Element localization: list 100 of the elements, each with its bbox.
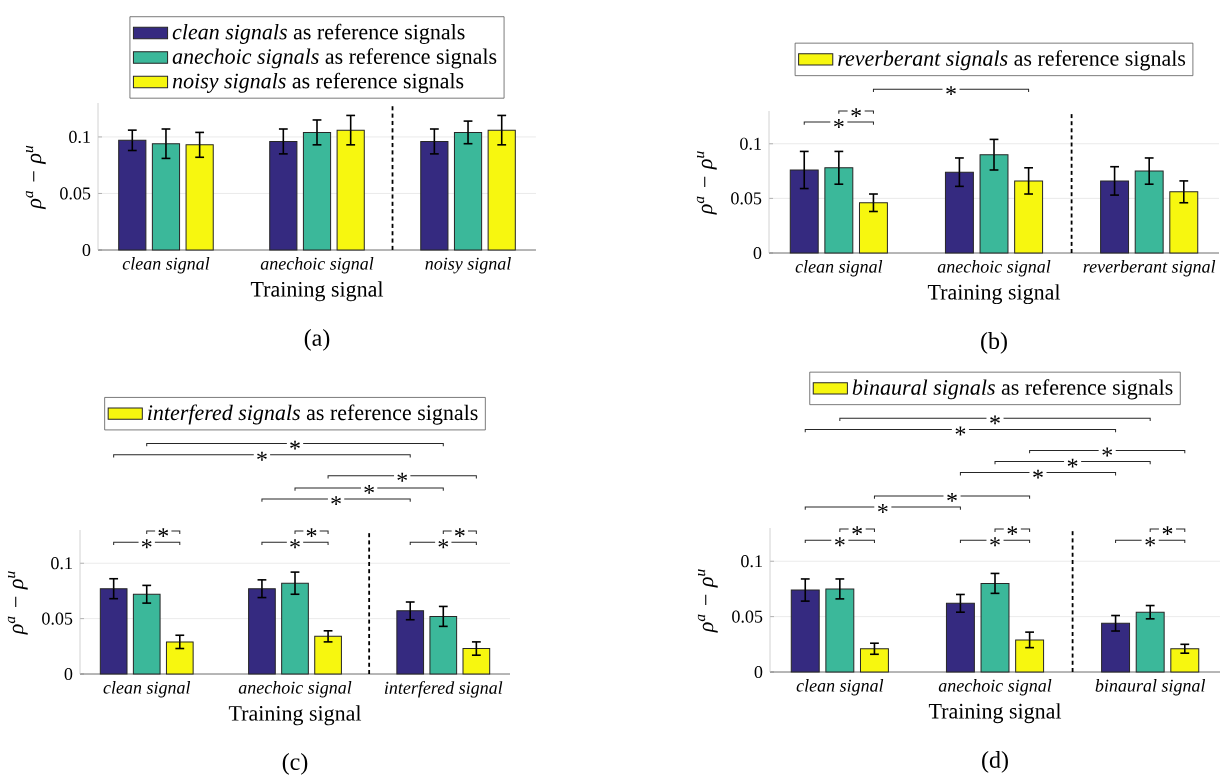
annotation: *	[141, 539, 152, 549]
bar	[269, 141, 298, 251]
bar	[99, 588, 128, 675]
legend-label: noisy signals as reference signals	[172, 72, 464, 94]
annotation: *	[990, 537, 1000, 547]
bar	[789, 169, 819, 254]
y-axis-title: ρ$^{a}$ − ρ$^{u}$	[25, 146, 46, 210]
x-axis-title: Training signal	[927, 284, 1061, 305]
y-tick-label: 0.1	[69, 131, 90, 144]
bar	[1134, 170, 1164, 254]
bar	[1170, 648, 1200, 673]
legend-label: clean signals as reference signals	[172, 23, 465, 45]
bar	[314, 636, 342, 675]
y-axis-title: ρ$^{a}$ − ρ$^{u}$	[696, 151, 717, 215]
text: (a)	[304, 329, 330, 352]
annotation: *	[1007, 526, 1018, 536]
y-tick-label: 0	[64, 668, 73, 681]
annotation: *	[1162, 526, 1173, 536]
text: (c)	[282, 753, 308, 776]
bar	[487, 129, 516, 251]
bar	[1101, 623, 1131, 673]
bar	[151, 143, 181, 251]
bar	[824, 167, 854, 254]
x-tick-label: anechoic signal	[937, 260, 1051, 277]
y-tick-label: 0.1	[740, 137, 761, 151]
x-tick-label: clean signal	[122, 257, 210, 274]
bar	[945, 603, 975, 673]
x-axis-title: Training signal	[228, 705, 362, 726]
bar	[859, 648, 889, 673]
bar	[281, 582, 309, 675]
bar	[1135, 611, 1165, 673]
bar	[980, 583, 1010, 673]
legend-label: reverberant signals as reference signals	[838, 50, 1186, 71]
x-tick-label: binaural signal	[1095, 679, 1206, 696]
x-axis-title: Training signal	[928, 703, 1062, 724]
bar	[453, 132, 483, 251]
text: (b)	[981, 332, 1007, 355]
annotation: *	[834, 119, 844, 129]
bar	[118, 140, 147, 251]
bar	[185, 144, 214, 251]
annotation: *	[851, 108, 861, 118]
x-tick-label: clean signal	[795, 260, 883, 277]
bar	[858, 202, 888, 254]
annotation: *	[158, 528, 169, 538]
text: *	[331, 496, 341, 506]
y-tick-label: 0.05	[42, 612, 73, 625]
y-tick-label: 0.05	[731, 192, 762, 205]
bar	[429, 616, 458, 675]
x-tick-label: clean signal	[796, 679, 884, 696]
annotation: *	[1145, 537, 1156, 547]
text: *	[990, 415, 1000, 425]
x-tick-label: reverberant signal	[1083, 260, 1216, 277]
bar	[944, 171, 974, 254]
y-axis-title: ρ$^{a}$ − ρ$^{u}$	[7, 571, 28, 635]
text: (d)	[982, 751, 1008, 774]
text: *	[1102, 447, 1113, 457]
bar	[396, 610, 425, 675]
bar	[1100, 180, 1130, 254]
y-tick-label: 0.1	[741, 555, 762, 568]
bar	[1169, 191, 1199, 254]
bar	[790, 589, 820, 673]
y-tick-label: 0.1	[51, 557, 72, 570]
y-axis-title: ρ$^{a}$ − ρ$^{u}$	[697, 569, 718, 633]
text: *	[257, 452, 267, 461]
annotation: *	[852, 526, 862, 536]
x-axis-title: Training signal	[250, 281, 384, 302]
y-tick-label: 0	[753, 247, 762, 260]
bar	[825, 588, 855, 673]
bar	[336, 129, 365, 251]
bar	[1014, 180, 1044, 254]
y-tick-label: 0	[754, 666, 763, 679]
x-tick-label: noisy signal	[425, 257, 511, 274]
bar	[165, 641, 194, 675]
text: *	[955, 426, 966, 436]
text: *	[364, 485, 374, 495]
bar	[420, 141, 449, 251]
text: *	[946, 86, 956, 96]
text: *	[290, 440, 300, 450]
annotation: *	[438, 539, 449, 549]
text: *	[1067, 458, 1078, 468]
annotation: *	[454, 528, 465, 538]
y-tick-label: 0	[82, 244, 91, 257]
bar	[979, 154, 1009, 254]
x-tick-label: anechoic signal	[238, 681, 352, 698]
annotation: *	[290, 539, 300, 549]
text: *	[947, 493, 957, 503]
bar	[302, 132, 332, 251]
annotation: *	[306, 528, 317, 538]
legend-label: binaural signals as reference signals	[852, 379, 1173, 400]
bar	[1015, 639, 1045, 673]
x-tick-label: clean signal	[103, 681, 191, 698]
annotation: *	[835, 537, 845, 547]
text: *	[877, 504, 888, 514]
bar	[462, 648, 491, 675]
legend-label: interfered signals as reference signals	[148, 404, 478, 425]
x-tick-label: anechoic signal	[938, 679, 1052, 696]
bar	[132, 594, 161, 675]
text: *	[1033, 470, 1043, 479]
x-tick-label: anechoic signal	[260, 257, 374, 274]
y-tick-label: 0.05	[60, 187, 91, 200]
